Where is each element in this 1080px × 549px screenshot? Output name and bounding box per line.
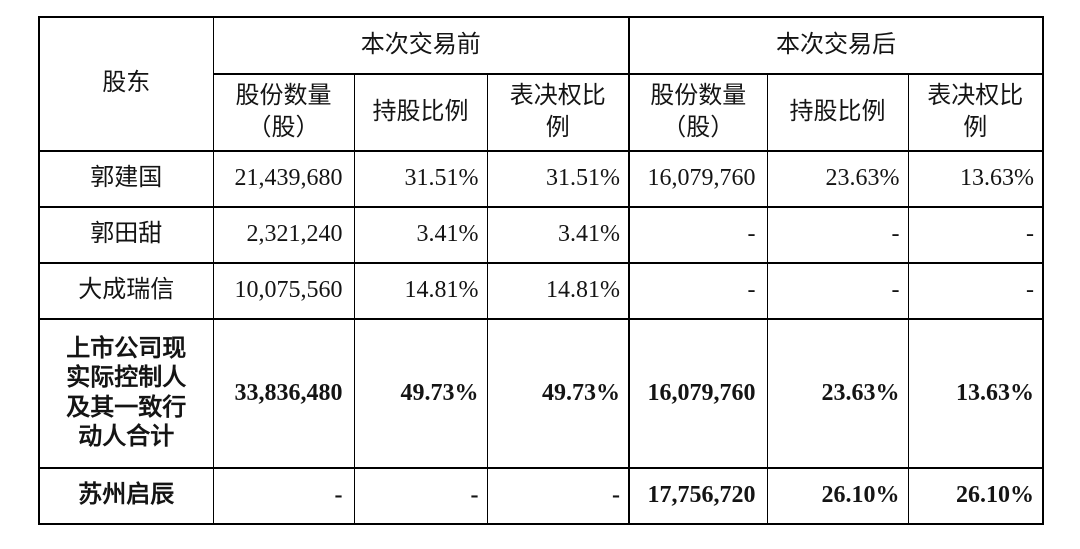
subheader-voting-ratio-before: 表决权比 例: [486, 73, 630, 152]
shareholder-name-cell: 苏州启辰: [38, 467, 214, 525]
value-cell: 21,439,680: [212, 150, 355, 208]
value-cell: 10,075,560: [212, 262, 355, 320]
value-cell: -: [907, 262, 1044, 320]
value-cell: 14.81%: [486, 262, 630, 320]
value-cell: 13.63%: [907, 318, 1044, 469]
value-cell: 16,079,760: [628, 150, 768, 208]
value-cell: 49.73%: [486, 318, 630, 469]
value-cell: -: [628, 262, 768, 320]
value-cell: 31.51%: [486, 150, 630, 208]
value-cell: 3.41%: [486, 206, 630, 264]
value-cell: -: [766, 262, 909, 320]
value-cell: 31.51%: [353, 150, 488, 208]
value-cell: -: [766, 206, 909, 264]
subheader-shares-after: 股份数量 （股）: [628, 73, 768, 152]
value-cell: 14.81%: [353, 262, 488, 320]
value-cell: 17,756,720: [628, 467, 768, 525]
table-row-total: 上市公司现 实际控制人 及其一致行 动人合计 33,836,480 49.73%…: [38, 318, 1044, 469]
value-cell: -: [628, 206, 768, 264]
table-row: 郭建国 21,439,680 31.51% 31.51% 16,079,760 …: [38, 150, 1044, 208]
value-cell: 16,079,760: [628, 318, 768, 469]
subheader-shares-before: 股份数量 （股）: [212, 73, 355, 152]
shareholder-name-cell: 大成瑞信: [38, 262, 214, 320]
value-cell: -: [212, 467, 355, 525]
value-cell: 3.41%: [353, 206, 488, 264]
value-cell: 49.73%: [353, 318, 488, 469]
shareholder-name-cell: 郭建国: [38, 150, 214, 208]
value-cell: -: [907, 206, 1044, 264]
table-row: 苏州启辰 - - - 17,756,720 26.10% 26.10%: [38, 467, 1044, 525]
shareholding-table: 股东 本次交易前 本次交易后 股份数量 （股） 持股比例 表决权比 例 股份数量…: [38, 16, 1045, 525]
value-cell: 13.63%: [907, 150, 1044, 208]
shareholder-column-header: 股东: [38, 16, 214, 152]
subheader-holding-ratio-before: 持股比例: [353, 73, 488, 152]
header-group-row: 股东 本次交易前 本次交易后: [38, 16, 1044, 152]
subheader-holding-ratio-after: 持股比例: [766, 73, 909, 152]
value-cell: -: [353, 467, 488, 525]
value-cell: 26.10%: [907, 467, 1044, 525]
value-cell: 23.63%: [766, 318, 909, 469]
shareholder-name-cell: 郭田甜: [38, 206, 214, 264]
value-cell: -: [486, 467, 630, 525]
value-cell: 33,836,480: [212, 318, 355, 469]
value-cell: 2,321,240: [212, 206, 355, 264]
table-row: 大成瑞信 10,075,560 14.81% 14.81% - - -: [38, 262, 1044, 320]
subheader-voting-ratio-after: 表决权比 例: [907, 73, 1044, 152]
group-header-after-transaction: 本次交易后: [627, 16, 1044, 75]
value-cell: 23.63%: [766, 150, 909, 208]
shareholder-name-cell: 上市公司现 实际控制人 及其一致行 动人合计: [38, 318, 214, 469]
header-sub-row: 股份数量 （股） 持股比例 表决权比 例 股份数量 （股） 持股比例 表决权比 …: [39, 73, 1044, 152]
value-cell: 26.10%: [766, 467, 909, 525]
table-row: 郭田甜 2,321,240 3.41% 3.41% - - -: [38, 206, 1044, 264]
group-header-before-transaction: 本次交易前: [212, 16, 630, 75]
